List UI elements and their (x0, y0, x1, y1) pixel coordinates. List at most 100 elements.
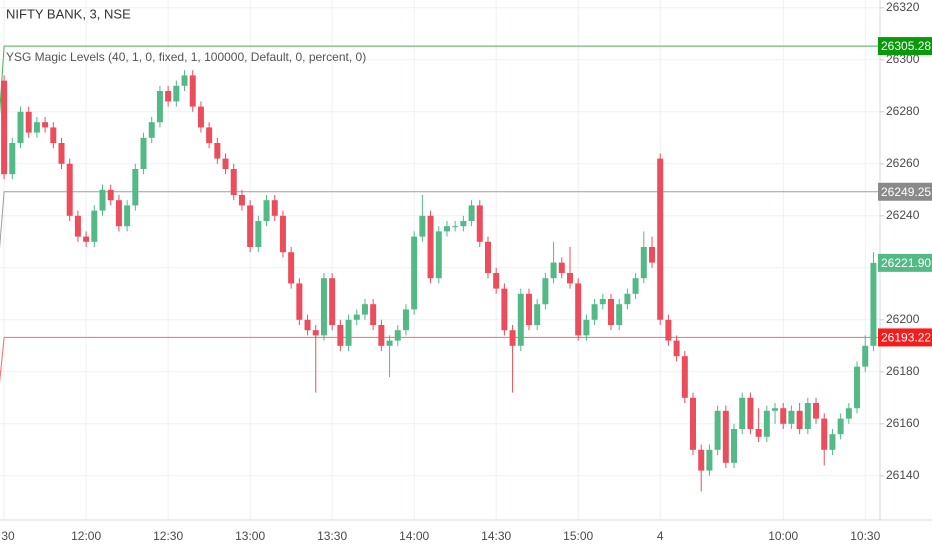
candle-body (140, 137, 147, 169)
candle-body (755, 429, 762, 437)
candle-body (566, 273, 573, 284)
candle-body (706, 449, 713, 471)
candle-body (156, 91, 163, 123)
candle-body (132, 169, 139, 206)
candle-body (731, 429, 738, 463)
candle-body (575, 283, 582, 336)
candle-body (361, 304, 368, 315)
candle-body (197, 106, 204, 128)
level-line (0, 45, 880, 170)
y-tick-label: 26260 (886, 156, 920, 170)
candle-body (107, 189, 114, 201)
y-tick-label: 26320 (886, 0, 920, 14)
candle-body (525, 293, 532, 325)
candle-body (813, 403, 820, 419)
candle-body (632, 278, 639, 294)
candle-body (99, 189, 106, 211)
candle-body (673, 340, 680, 357)
candle-body (698, 449, 705, 471)
candle-body (394, 330, 401, 341)
indicator-label: YSG Magic Levels (40, 1, 0, fixed, 1, 10… (6, 50, 366, 64)
candle-body (599, 299, 606, 305)
candle-body (714, 410, 721, 450)
candle-body (148, 122, 155, 138)
candle-body (591, 304, 598, 320)
candle-body (345, 319, 352, 346)
candle-body (722, 410, 729, 463)
candle-body (42, 122, 49, 128)
y-tick-label: 26280 (886, 104, 920, 118)
last-price-tag (878, 253, 932, 272)
candle-body (312, 330, 319, 336)
candle-body (558, 262, 565, 273)
candle-body (804, 403, 811, 429)
candle-body (206, 127, 213, 143)
candle-body (501, 288, 508, 331)
candle-body (66, 163, 73, 216)
candle-body (124, 205, 131, 227)
candle-body (255, 221, 262, 247)
candle-body (607, 299, 614, 325)
candle-body (534, 304, 541, 325)
candle-body (862, 345, 869, 367)
x-tick-label: 13:00 (235, 529, 265, 543)
y-tick-label: 26200 (886, 312, 920, 326)
candle-body (271, 200, 278, 216)
candle-body (435, 231, 442, 279)
candle-body (452, 226, 459, 228)
candle-body (747, 397, 754, 429)
y-tick-label: 26240 (886, 208, 920, 222)
candle-body (665, 319, 672, 341)
last-price-label: 26221.90 (881, 256, 931, 270)
candle-body (583, 319, 590, 336)
candle-body (690, 397, 697, 450)
candle-body (402, 309, 409, 331)
candle-body (821, 418, 828, 450)
candle-body (845, 408, 852, 419)
candle-body (476, 205, 483, 242)
candle-body (870, 262, 877, 346)
level-tag-label: 26249.25 (881, 185, 931, 199)
x-tick-label: 30 (1, 529, 15, 543)
x-tick-label: 14:00 (399, 529, 429, 543)
candle-body (74, 215, 81, 237)
candle-body (649, 247, 656, 263)
candle-body (378, 325, 385, 346)
candle-body (91, 210, 98, 242)
x-tick-label: 12:00 (71, 529, 101, 543)
level-tag (878, 37, 932, 56)
candle-body (772, 408, 779, 411)
y-tick-label: 26300 (886, 52, 920, 66)
candle-body (443, 226, 450, 232)
candle-body (419, 215, 426, 237)
x-tick-label: 12:30 (153, 529, 183, 543)
x-tick-label: 10:30 (850, 529, 880, 543)
candle-body (829, 434, 836, 450)
candle-body (279, 215, 286, 253)
candle-body (320, 278, 327, 336)
x-tick-label: 10:00 (768, 529, 798, 543)
candle-body (288, 252, 295, 284)
candle-body (681, 356, 688, 398)
candle-body (796, 410, 803, 429)
candle-body (517, 293, 524, 346)
candle-body (189, 75, 196, 107)
candle-body (247, 205, 254, 247)
candle-body (337, 325, 344, 346)
y-tick-label: 26180 (886, 364, 920, 378)
candle-body (58, 143, 65, 164)
candle-body (230, 169, 237, 195)
candle-body (214, 143, 221, 159)
candle-body (1, 80, 8, 175)
candle-body (386, 340, 393, 346)
candle-body (411, 236, 418, 310)
x-tick-label: 13:30 (317, 529, 347, 543)
candle-body (25, 111, 32, 133)
candle-body (763, 410, 770, 437)
candle-body (624, 293, 631, 305)
candle-body (616, 304, 623, 325)
x-tick-label: 4 (657, 529, 664, 543)
candle-body (17, 111, 24, 143)
candle-body (427, 215, 434, 279)
